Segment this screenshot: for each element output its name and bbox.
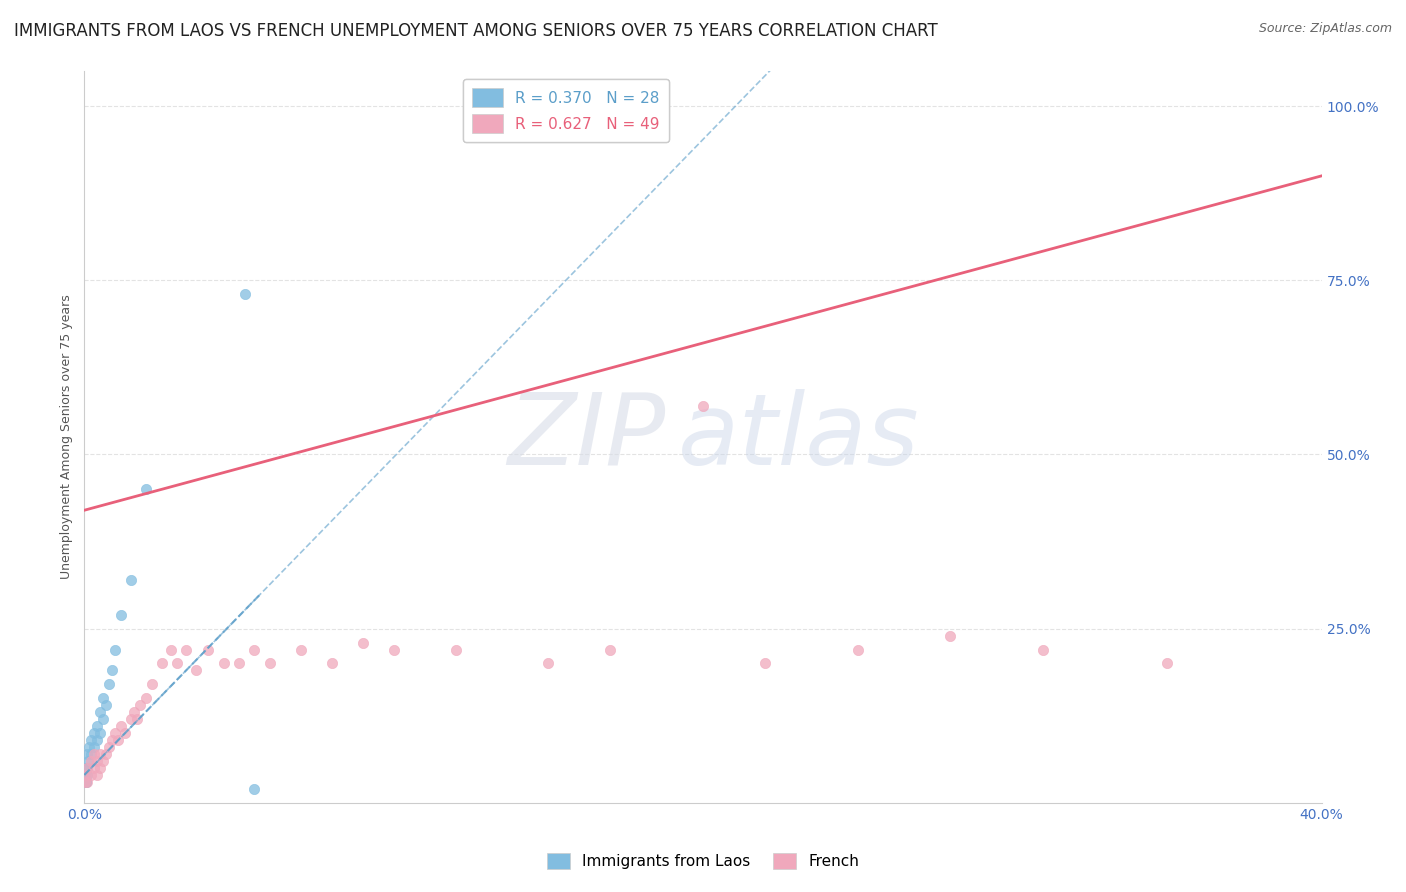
Point: [98, 740, 121, 755]
Point: [939, 629, 962, 643]
Point: [83, 740, 105, 755]
Point: [110, 719, 132, 733]
Point: [89, 705, 111, 719]
Point: [91, 712, 114, 726]
Point: [86, 754, 108, 768]
Point: [107, 733, 129, 747]
Point: [233, 287, 256, 301]
Point: [76, 761, 98, 775]
Text: IMMIGRANTS FROM LAOS VS FRENCH UNEMPLOYMENT AMONG SENIORS OVER 75 YEARS CORRELAT: IMMIGRANTS FROM LAOS VS FRENCH UNEMPLOYM…: [14, 22, 938, 40]
Point: [197, 642, 219, 657]
Point: [110, 607, 132, 622]
Point: [76, 747, 98, 761]
Point: [243, 781, 266, 796]
Point: [1032, 642, 1054, 657]
Point: [79, 768, 101, 782]
Point: [135, 691, 157, 706]
Point: [537, 657, 560, 671]
Text: atlas: atlas: [678, 389, 920, 485]
Text: Source: ZipAtlas.com: Source: ZipAtlas.com: [1258, 22, 1392, 36]
Point: [599, 642, 621, 657]
Point: [160, 642, 183, 657]
Point: [382, 642, 405, 657]
Point: [259, 657, 281, 671]
Point: [352, 635, 374, 649]
Point: [79, 754, 101, 768]
Text: ZIP: ZIP: [508, 389, 666, 485]
Point: [83, 747, 105, 761]
Point: [1156, 657, 1178, 671]
Legend: R = 0.370   N = 28, R = 0.627   N = 49: R = 0.370 N = 28, R = 0.627 N = 49: [463, 79, 669, 142]
Point: [114, 726, 136, 740]
Point: [86, 733, 108, 747]
Point: [75, 761, 97, 775]
Point: [166, 657, 188, 671]
Point: [94, 747, 117, 761]
Point: [141, 677, 163, 691]
Point: [79, 733, 101, 747]
Point: [79, 747, 101, 761]
Point: [86, 719, 108, 733]
Point: [77, 754, 100, 768]
Point: [83, 726, 105, 740]
Point: [89, 747, 111, 761]
Point: [91, 754, 114, 768]
Point: [89, 726, 111, 740]
Point: [104, 726, 127, 740]
Point: [101, 733, 124, 747]
Point: [692, 399, 714, 413]
Point: [150, 657, 173, 671]
Point: [444, 642, 467, 657]
Point: [135, 483, 157, 497]
Point: [321, 657, 343, 671]
Point: [77, 740, 100, 755]
Point: [228, 657, 250, 671]
Point: [86, 768, 108, 782]
Point: [212, 657, 235, 671]
Point: [120, 573, 142, 587]
Point: [176, 642, 198, 657]
Point: [101, 664, 124, 678]
Point: [754, 657, 776, 671]
Point: [76, 775, 98, 789]
Point: [243, 642, 266, 657]
Point: [94, 698, 117, 713]
Point: [122, 705, 145, 719]
Point: [73, 768, 96, 782]
Point: [75, 775, 97, 789]
Point: [75, 768, 97, 782]
Point: [98, 677, 121, 691]
Y-axis label: Unemployment Among Seniors over 75 years: Unemployment Among Seniors over 75 years: [60, 294, 73, 580]
Point: [125, 712, 148, 726]
Point: [290, 642, 312, 657]
Point: [120, 712, 142, 726]
Point: [846, 642, 869, 657]
Point: [76, 768, 98, 782]
Point: [83, 761, 105, 775]
Point: [75, 775, 97, 789]
Point: [184, 664, 207, 678]
Point: [91, 691, 114, 706]
Point: [89, 761, 111, 775]
Point: [76, 761, 98, 775]
Point: [129, 698, 152, 713]
Legend: Immigrants from Laos, French: Immigrants from Laos, French: [541, 847, 865, 875]
Point: [75, 775, 97, 789]
Point: [104, 642, 127, 657]
